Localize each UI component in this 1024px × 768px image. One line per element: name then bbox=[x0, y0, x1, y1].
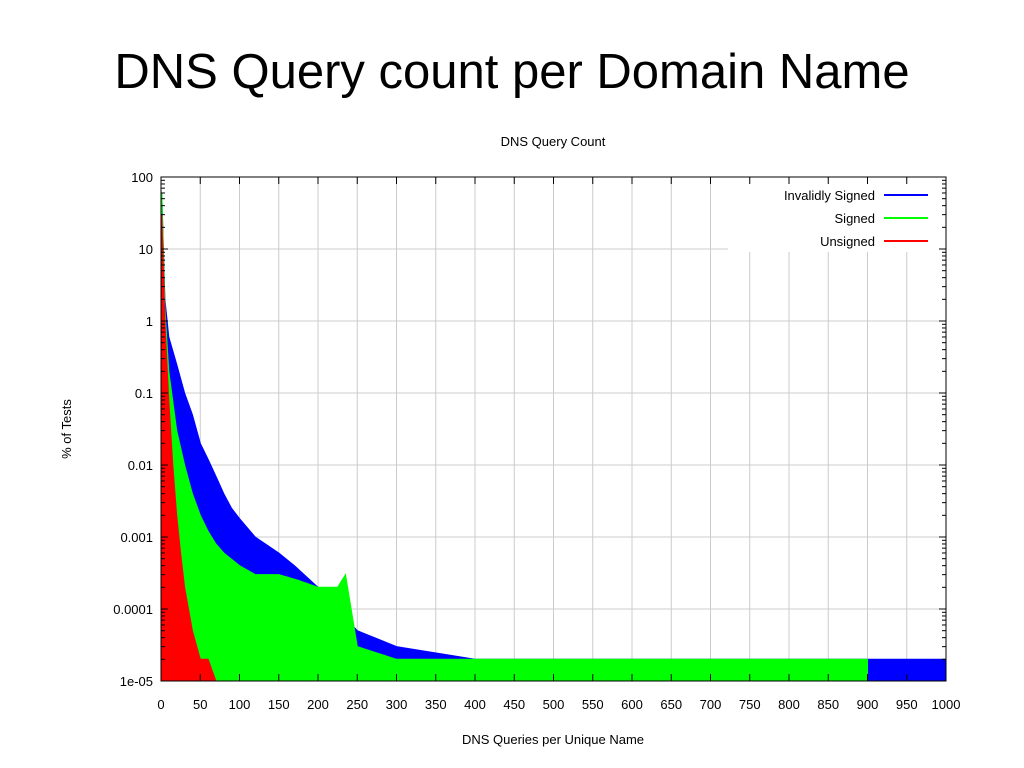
y-tick-label: 0.001 bbox=[120, 530, 153, 545]
y-tick-labels: 100 10 1 0.1 0.01 0.001 0.0001 1e-05 bbox=[113, 170, 153, 689]
x-tick-label: 1000 bbox=[932, 697, 961, 712]
axis-ticks bbox=[160, 176, 947, 682]
x-tick-label: 50 bbox=[193, 697, 207, 712]
x-tick-label: 200 bbox=[307, 697, 329, 712]
y-tick-label: 1e-05 bbox=[120, 674, 153, 689]
x-tick-label: 100 bbox=[229, 697, 251, 712]
y-tick-label: 0.01 bbox=[128, 458, 153, 473]
x-tick-label: 950 bbox=[896, 697, 918, 712]
series-signed bbox=[161, 192, 868, 682]
x-tick-label: 750 bbox=[739, 697, 761, 712]
legend: Invalidly Signed Signed Unsigned bbox=[784, 188, 928, 249]
series-layer bbox=[161, 192, 947, 682]
x-tick-label: 850 bbox=[817, 697, 839, 712]
legend-label-signed: Signed bbox=[835, 211, 875, 226]
x-tick-label: 700 bbox=[700, 697, 722, 712]
x-axis-label: DNS Queries per Unique Name bbox=[462, 732, 644, 747]
x-tick-label: 250 bbox=[346, 697, 368, 712]
y-tick-label: 10 bbox=[139, 242, 153, 257]
x-tick-label: 150 bbox=[268, 697, 290, 712]
y-tick-label: 0.0001 bbox=[113, 602, 153, 617]
y-tick-label: 0.1 bbox=[135, 386, 153, 401]
series-unsigned bbox=[161, 214, 217, 682]
x-tick-label: 550 bbox=[582, 697, 604, 712]
y-axis-label: % of Tests bbox=[59, 399, 74, 459]
x-tick-label: 500 bbox=[543, 697, 565, 712]
x-tick-label: 600 bbox=[621, 697, 643, 712]
x-tick-label: 0 bbox=[157, 697, 164, 712]
x-tick-label: 800 bbox=[778, 697, 800, 712]
y-tick-label: 1 bbox=[146, 314, 153, 329]
chart-title: DNS Query Count bbox=[501, 134, 606, 149]
x-tick-label: 450 bbox=[503, 697, 525, 712]
x-tick-label: 650 bbox=[660, 697, 682, 712]
x-tick-labels: 0 50 100 150 200 250 300 350 400 450 500 550 600 650 7… bbox=[157, 697, 960, 712]
slide-title: DNS Query count per Domain Name bbox=[114, 45, 910, 99]
x-tick-label: 300 bbox=[386, 697, 408, 712]
legend-label-invalidly-signed: Invalidly Signed bbox=[784, 188, 875, 203]
x-tick-label: 900 bbox=[857, 697, 879, 712]
x-tick-label: 400 bbox=[464, 697, 486, 712]
legend-label-unsigned: Unsigned bbox=[820, 234, 875, 249]
x-tick-label: 350 bbox=[425, 697, 447, 712]
y-tick-label: 100 bbox=[131, 170, 153, 185]
